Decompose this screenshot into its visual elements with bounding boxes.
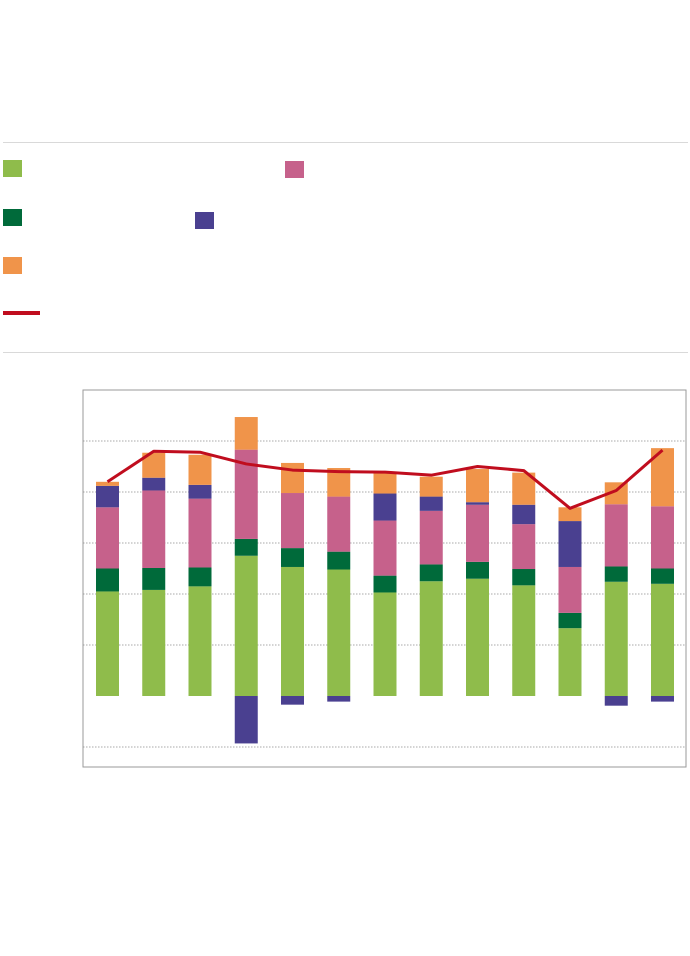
bar-segment xyxy=(96,485,119,508)
bar-segment xyxy=(419,564,443,582)
legend-swatch xyxy=(3,257,22,274)
bar-segment xyxy=(558,612,582,629)
bar-segment xyxy=(281,696,304,705)
legend-item xyxy=(3,257,30,274)
bar-segment xyxy=(96,507,119,569)
bar-segment xyxy=(604,581,628,696)
bar-segment xyxy=(604,566,628,582)
bar-segment xyxy=(281,548,304,567)
bar-segment xyxy=(419,496,443,511)
bar-segment xyxy=(651,696,674,702)
bar-segment xyxy=(512,504,536,525)
bar-segment xyxy=(234,555,258,696)
bar-segment xyxy=(558,628,582,696)
bar-segment xyxy=(234,538,258,556)
bar-segment xyxy=(234,449,258,539)
bar-segment xyxy=(558,507,582,522)
legend-swatch xyxy=(3,160,22,177)
bar-segment xyxy=(651,448,674,507)
legend-swatch xyxy=(3,209,22,226)
legend-item xyxy=(3,209,30,226)
legend-item xyxy=(285,161,312,178)
legend-item xyxy=(3,311,48,315)
bar-segment xyxy=(188,498,212,568)
legend-swatch xyxy=(195,212,214,229)
bar-segment xyxy=(373,473,397,494)
bar-segment xyxy=(142,589,166,696)
bar-segment xyxy=(373,520,397,576)
bar-segment xyxy=(419,581,443,696)
bar-segment xyxy=(419,510,443,565)
bar-segment xyxy=(604,482,628,505)
legend-item xyxy=(195,212,222,229)
bar-segment xyxy=(558,566,582,613)
bar-segment xyxy=(327,696,351,702)
legend-top-rule xyxy=(3,142,688,143)
bar-segment xyxy=(512,472,536,505)
bar-segment xyxy=(466,578,489,696)
bar-segment xyxy=(281,566,304,696)
bar-segment xyxy=(604,504,628,567)
legend-item xyxy=(3,160,30,177)
legend-swatch xyxy=(3,311,40,315)
bar-segment xyxy=(281,493,304,549)
bar-segment xyxy=(466,469,489,503)
bars xyxy=(96,417,674,744)
bar-segment xyxy=(373,592,397,696)
bar-segment xyxy=(466,561,489,579)
bar-segment xyxy=(327,569,351,696)
legend-bottom-rule xyxy=(3,352,688,353)
bar-segment xyxy=(466,502,489,505)
bar-segment xyxy=(142,490,166,568)
bar-segment xyxy=(96,481,119,486)
line-series xyxy=(106,449,664,510)
bar-segment xyxy=(651,568,674,584)
bar-segment xyxy=(188,454,212,485)
bar-segment xyxy=(327,496,351,552)
bar-segment xyxy=(281,462,304,494)
bar-segment xyxy=(604,696,628,706)
bar-segment xyxy=(373,575,397,593)
total-line xyxy=(106,449,664,510)
bar-segment xyxy=(234,417,258,450)
bar-segment xyxy=(96,568,119,592)
legend-swatch xyxy=(285,161,304,178)
bar-segment xyxy=(373,493,397,521)
bar-segment xyxy=(651,583,674,696)
bar-segment xyxy=(651,506,674,569)
bar-segment xyxy=(142,477,166,491)
bar-segment xyxy=(327,468,351,497)
bar-segment xyxy=(142,452,166,478)
bar-segment xyxy=(558,521,582,567)
bar-segment xyxy=(512,524,536,570)
bar-segment xyxy=(96,591,119,696)
bar-segment xyxy=(142,567,166,590)
bar-segment xyxy=(234,696,258,744)
bar-segment xyxy=(188,586,212,696)
bar-segment xyxy=(188,567,212,587)
bar-segment xyxy=(188,484,212,499)
bar-segment xyxy=(466,504,489,562)
bar-segment xyxy=(512,585,536,696)
bar-segment xyxy=(419,476,443,497)
bar-segment xyxy=(512,569,536,586)
bar-segment xyxy=(327,551,351,570)
